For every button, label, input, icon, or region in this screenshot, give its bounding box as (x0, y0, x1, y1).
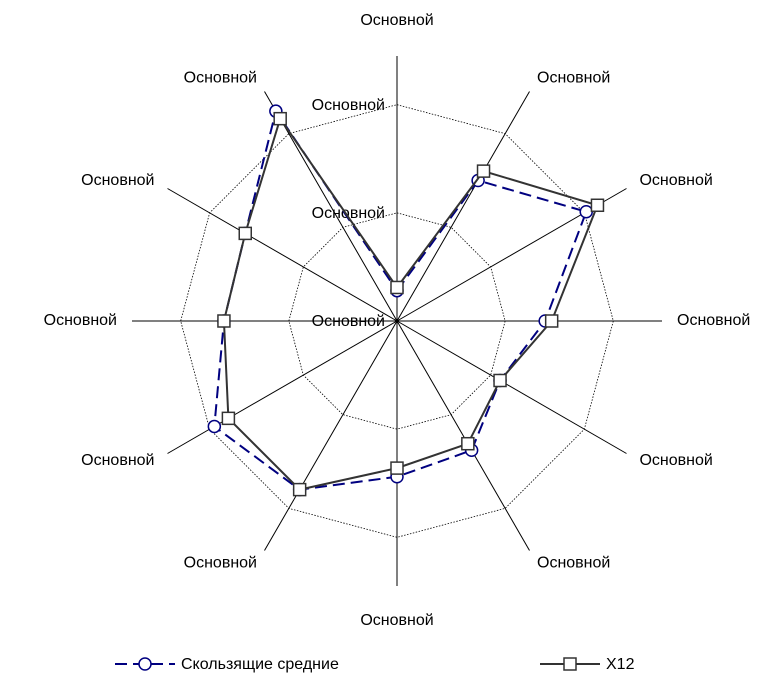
category-label: Основной (184, 555, 257, 572)
category-label: Основной (537, 70, 610, 87)
marker (390, 280, 404, 295)
category-label: Основной (81, 452, 154, 469)
spoke (264, 91, 398, 322)
category-label: Основной (537, 555, 610, 572)
spoke (167, 188, 398, 322)
category-label: Основной (360, 12, 433, 29)
marker (590, 198, 605, 213)
marker (273, 111, 287, 126)
legend-marker (138, 657, 152, 671)
series-line (213, 108, 588, 491)
marker (544, 314, 559, 328)
marker (217, 314, 231, 328)
category-label: Основной (184, 70, 257, 87)
marker (461, 436, 475, 451)
legend-label: X12 (606, 656, 635, 673)
marker (390, 461, 404, 475)
r-tick-label: Основной (312, 313, 385, 330)
marker (238, 226, 253, 241)
marker (493, 373, 507, 388)
marker (476, 164, 491, 178)
spoke (396, 91, 530, 322)
category-label: Основной (360, 612, 433, 629)
category-label: Основной (639, 172, 712, 189)
category-label: Основной (677, 312, 750, 329)
category-label: Основной (44, 312, 117, 329)
marker (292, 482, 307, 497)
marker (579, 205, 593, 219)
r-tick-label: Основной (312, 97, 385, 114)
category-label: Основной (639, 452, 712, 469)
spoke (264, 320, 398, 551)
series-line (222, 116, 599, 491)
spoke (167, 320, 398, 454)
marker (207, 419, 222, 434)
spoke (396, 320, 530, 551)
legend-label: Скользящие средние (181, 656, 339, 673)
legend-marker (563, 657, 577, 671)
r-tick-label: Основной (312, 205, 385, 222)
category-label: Основной (81, 172, 154, 189)
spoke (396, 320, 627, 454)
marker (221, 411, 236, 426)
